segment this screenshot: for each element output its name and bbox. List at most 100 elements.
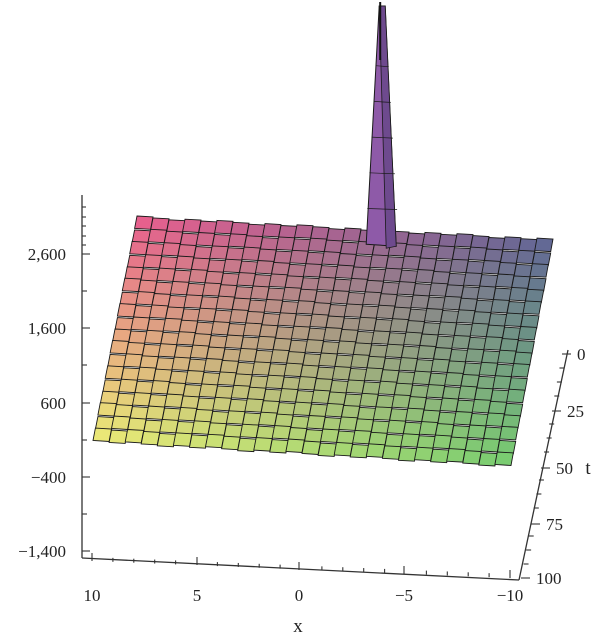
surface-cell <box>522 300 542 315</box>
surface-cell <box>492 375 512 390</box>
surface-cell <box>413 446 434 462</box>
surface-cell <box>191 420 211 435</box>
surface-cell <box>212 396 232 412</box>
surface-cell <box>529 263 549 278</box>
surface-cell <box>156 267 176 282</box>
surface-cell <box>506 388 526 404</box>
surface-cell <box>499 425 519 441</box>
surface-cell <box>481 260 501 275</box>
surface-cell <box>389 318 409 333</box>
surface-cell <box>515 249 536 265</box>
surface-cell <box>169 280 190 296</box>
surface-cell <box>363 367 384 382</box>
surface-cell <box>504 312 524 327</box>
t-axis-title: t <box>585 458 591 479</box>
z-tick-label: 1,600 <box>28 319 66 338</box>
z-axis-ticks: 2,600 1,600 600 −400 −1,400 <box>18 206 90 561</box>
surface-cell <box>414 269 435 284</box>
surface-cell <box>338 416 358 431</box>
surface-cell <box>471 398 492 414</box>
surface-cell <box>401 255 421 270</box>
surface-cell <box>123 353 143 368</box>
surface-cell <box>357 316 377 332</box>
surface-cell <box>197 307 217 323</box>
surface-cell <box>269 439 289 454</box>
surface-cell <box>437 321 458 336</box>
surface-cell <box>534 237 554 253</box>
surface-cell <box>359 392 379 408</box>
surface-cell <box>239 423 260 439</box>
surface-cell <box>150 380 170 395</box>
surface-cell <box>268 273 288 288</box>
surface-cell <box>135 291 155 306</box>
surface-cell <box>331 365 352 381</box>
surface-cell <box>142 254 163 269</box>
surface-cell <box>345 379 366 394</box>
surface-cell <box>148 304 169 319</box>
z-tick-label: 600 <box>41 394 67 413</box>
spike-mesh-line <box>369 172 396 175</box>
surface-cell <box>403 331 423 346</box>
surface-cell <box>495 273 515 288</box>
surface-cell <box>454 233 474 248</box>
surface-cell <box>265 374 285 390</box>
surface-cell <box>304 339 325 354</box>
surface-cell <box>352 429 372 445</box>
surface-cell <box>182 218 202 233</box>
surface-cell <box>349 443 370 459</box>
surface-cell <box>278 388 299 403</box>
surface-cell <box>156 432 177 448</box>
surface-cell <box>134 215 154 230</box>
surface-cell <box>375 304 396 320</box>
surface-cell <box>237 437 257 453</box>
surface-cell <box>382 267 403 283</box>
t-tick-label: 25 <box>567 402 584 421</box>
surface-cell <box>317 442 338 457</box>
surface-cell <box>319 428 340 443</box>
surface-cell <box>494 451 514 466</box>
surface-cell <box>237 347 258 363</box>
surface-cell <box>467 246 488 261</box>
surface-cell <box>466 424 487 439</box>
surface-cell <box>294 224 314 239</box>
surface-cell <box>309 313 329 328</box>
x-axis-title: x <box>293 616 303 637</box>
surface-mesh <box>92 2 554 467</box>
surface-cell <box>118 378 138 394</box>
surface-cell <box>480 438 501 453</box>
surface-cell <box>301 440 322 455</box>
z-tick-label: −1,400 <box>18 542 66 561</box>
surface-cell <box>449 258 469 274</box>
surface-cell <box>297 376 317 391</box>
surface-cell <box>416 345 437 360</box>
surface-cell <box>497 349 517 365</box>
z-tick-label: −400 <box>31 468 66 487</box>
surface-cell <box>316 276 336 291</box>
surface-cell <box>333 441 354 457</box>
surface-cell <box>289 249 309 265</box>
surface-cell <box>485 412 505 427</box>
surface-cell <box>469 322 490 338</box>
surface-cell <box>176 331 196 346</box>
surface-cell <box>174 255 195 270</box>
surface-cell <box>439 397 459 412</box>
surface-cell <box>425 384 446 399</box>
surface-cell <box>336 340 357 355</box>
surface-cell <box>398 357 418 372</box>
surface-cell <box>423 308 444 323</box>
surface-cell <box>330 290 350 305</box>
surface-cell <box>109 339 130 355</box>
surface-cell <box>108 429 129 444</box>
surface-cell <box>162 317 183 333</box>
surface-cell <box>285 438 305 453</box>
z-tick-label: 2,600 <box>28 245 66 264</box>
surface-cell <box>412 370 432 386</box>
surface-cell <box>241 246 261 261</box>
t-tick-label: 50 <box>556 459 573 478</box>
surface-cell <box>227 233 248 248</box>
x-axis-ticks: 10 5 0 −5 −10 <box>84 553 523 605</box>
surface-cell <box>188 434 209 449</box>
surface-cell <box>283 362 304 378</box>
surface-cell <box>177 406 198 422</box>
surface-cell <box>463 272 483 287</box>
